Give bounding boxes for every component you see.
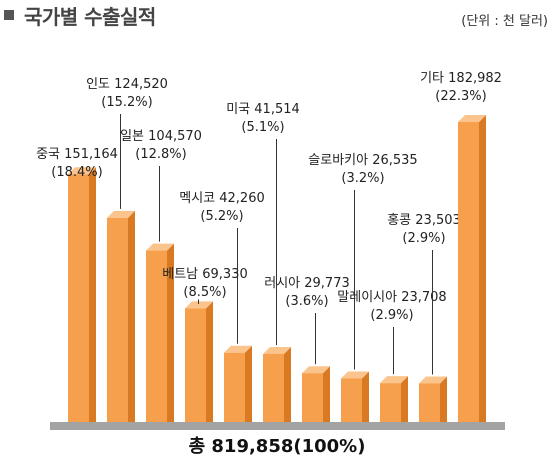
bar-category-value-label: 인도 124,520 xyxy=(86,77,168,92)
title-square-icon xyxy=(4,10,14,20)
bar-percent-label: (15.2%) xyxy=(101,95,152,110)
bar-top xyxy=(263,346,291,354)
bar-top xyxy=(419,376,447,384)
bar-percent-label: (5.2%) xyxy=(200,209,243,224)
bar-side xyxy=(167,243,174,422)
bar-category-value-label: 중국 151,164 xyxy=(36,147,118,162)
bar-top xyxy=(68,167,96,175)
total-label: 총 819,858(100%) xyxy=(189,436,366,457)
bar-top xyxy=(107,210,135,218)
bar-category-value-label: 멕시코 42,260 xyxy=(179,191,265,206)
bar-side xyxy=(284,346,291,422)
bar-percent-label: (3.6%) xyxy=(285,294,328,309)
bar-top xyxy=(302,366,330,374)
bar xyxy=(458,122,479,422)
bar-percent-label: (18.4%) xyxy=(51,165,102,180)
bar-top xyxy=(458,115,486,123)
bar-side xyxy=(128,210,135,422)
bar-category-value-label: 슬로바키아 26,535 xyxy=(308,153,417,168)
baseline-bar xyxy=(50,422,505,430)
bar xyxy=(302,373,323,422)
bar-category-value-label: 말레이시아 23,708 xyxy=(337,290,446,305)
bar xyxy=(146,250,167,422)
unit-label: (단위 : 천 달러) xyxy=(461,14,548,29)
bar xyxy=(68,174,89,422)
bar-top xyxy=(185,301,213,309)
bar-percent-label: (8.5%) xyxy=(183,285,226,300)
title-row: 국가별 수출실적 xyxy=(4,2,156,29)
bar-percent-label: (5.1%) xyxy=(241,120,284,135)
bar xyxy=(263,353,284,422)
bar xyxy=(419,383,440,422)
bar xyxy=(224,352,245,422)
bar-top xyxy=(380,376,408,384)
bar-category-value-label: 러시아 29,773 xyxy=(264,276,350,291)
bar-side xyxy=(440,376,447,422)
bar-category-value-label: 일본 104,570 xyxy=(120,129,202,144)
bar xyxy=(341,378,362,422)
bar-percent-label: (12.8%) xyxy=(135,147,186,162)
bar-side xyxy=(245,345,252,422)
bar-percent-label: (3.2%) xyxy=(341,171,384,186)
bar-category-value-label: 베트남 69,330 xyxy=(162,267,248,282)
bar-percent-label: (2.9%) xyxy=(402,231,445,246)
bar-top xyxy=(146,243,174,251)
bar-category-value-label: 홍콩 23,503 xyxy=(387,213,461,228)
bar xyxy=(185,308,206,422)
bar-side xyxy=(89,167,96,422)
bar-side xyxy=(323,366,330,422)
bar-side xyxy=(206,301,213,422)
bar xyxy=(107,217,128,422)
chart-title: 국가별 수출실적 xyxy=(24,4,156,29)
bar-side xyxy=(362,371,369,422)
bar-side xyxy=(479,115,486,422)
bar xyxy=(380,383,401,422)
bar-percent-label: (2.9%) xyxy=(370,308,413,323)
bar-top xyxy=(341,371,369,379)
bar-percent-label: (22.3%) xyxy=(435,89,486,104)
bar-top xyxy=(224,345,252,353)
bar-category-value-label: 미국 41,514 xyxy=(226,102,300,117)
bar-side xyxy=(401,376,408,422)
bar-category-value-label: 기타 182,982 xyxy=(420,71,502,86)
